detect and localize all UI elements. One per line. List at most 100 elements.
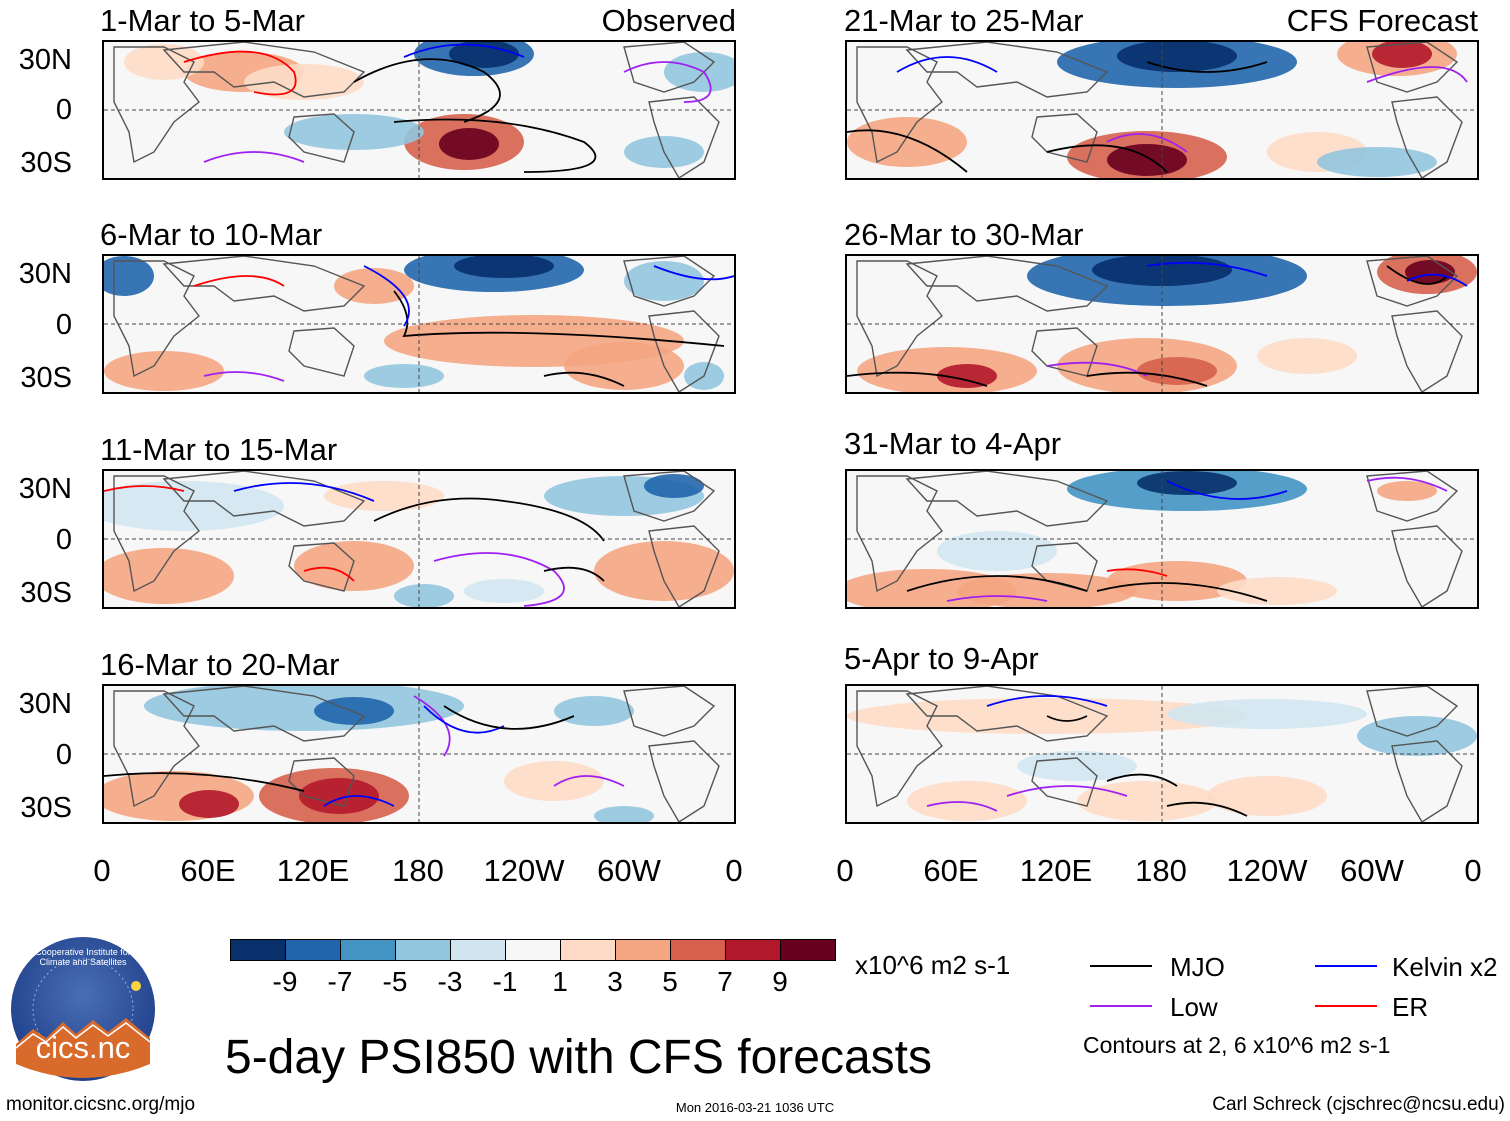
- anomaly-shading: [1317, 147, 1437, 177]
- coastline: [1366, 256, 1459, 307]
- coastline: [162, 42, 366, 98]
- panel-title-8: 5-Apr to 9-Apr: [844, 641, 1039, 676]
- coastline: [856, 690, 943, 808]
- coastline: [905, 42, 1109, 98]
- contour-kelvin: [323, 795, 395, 807]
- contour-kelvin: [403, 43, 525, 58]
- contour-mjo: [1146, 61, 1268, 73]
- legend-line-kelvin: [1315, 965, 1377, 967]
- anomaly-shading: [1372, 42, 1432, 68]
- contour-mjo: [393, 118, 597, 173]
- coastline: [113, 46, 200, 164]
- colorbar-tick-label: -1: [492, 966, 518, 997]
- legend-label-low: Low: [1170, 992, 1218, 1022]
- anomaly-shading: [1137, 357, 1217, 385]
- anomaly-shading: [504, 761, 604, 801]
- contour-er: [183, 50, 297, 96]
- coastline: [856, 260, 943, 378]
- contour-kelvin: [1166, 480, 1288, 500]
- contour-mjo: [1106, 773, 1178, 787]
- footer-url: monitor.cicsnc.org/mjo: [6, 1094, 196, 1115]
- panel-title-7: 31-Mar to 4-Apr: [844, 426, 1062, 461]
- coastline: [1391, 525, 1463, 607]
- coastline: [1366, 42, 1459, 93]
- lon-label: 60W: [597, 853, 661, 888]
- contour-er: [1106, 568, 1168, 577]
- colorbar-tick-label: 1: [552, 966, 568, 997]
- contour-low: [1006, 785, 1128, 797]
- contour-low: [1366, 66, 1468, 83]
- anomaly-shading: [394, 584, 454, 607]
- anomaly-shading: [624, 261, 704, 301]
- coastline: [288, 327, 355, 377]
- coastline: [1391, 740, 1463, 822]
- contour-mjo: [543, 566, 605, 582]
- colorbar-unit: x10^6 m2 s-1: [855, 950, 1011, 980]
- anomaly-shading: [1217, 577, 1337, 605]
- contour-low: [623, 61, 712, 103]
- lon-label: 0: [1464, 853, 1482, 888]
- contour-low: [553, 775, 625, 787]
- anomaly-shading: [1077, 781, 1217, 821]
- lat-label-30n: 30N: [18, 44, 72, 76]
- coastline: [288, 757, 355, 807]
- anomaly-shading: [594, 541, 734, 601]
- colorbar-tick-label: 5: [662, 966, 678, 997]
- map-panel: [845, 684, 1479, 824]
- contour-mjo: [906, 575, 1088, 592]
- anomaly-shading: [299, 778, 379, 814]
- coastline: [113, 475, 200, 593]
- lat-label-0: 0: [55, 739, 72, 771]
- lon-label: 0: [725, 853, 743, 888]
- lat-label-30s: 30S: [20, 577, 72, 609]
- anomaly-shading: [1377, 481, 1437, 501]
- coastline: [905, 256, 1109, 312]
- contour-low: [946, 595, 1048, 602]
- lon-label: 0: [836, 853, 854, 888]
- contour-mjo: [847, 129, 968, 173]
- map-panel: [102, 469, 736, 609]
- anomaly-shading: [104, 351, 224, 391]
- contour-mjo: [1046, 715, 1088, 722]
- anomaly-shading: [454, 256, 554, 278]
- anomaly-shading: [1137, 471, 1237, 495]
- coastline: [623, 686, 716, 737]
- coastline: [288, 542, 355, 592]
- contour-kelvin: [896, 56, 998, 73]
- anomaly-shading: [957, 573, 1137, 607]
- contour-low: [1366, 476, 1448, 492]
- main-title: 5-day PSI850 with CFS forecasts: [225, 1031, 932, 1084]
- contour-mjo: [1046, 144, 1168, 173]
- coastline: [113, 690, 200, 808]
- contour-mjo: [1386, 265, 1448, 285]
- panel-title-6: 26-Mar to 30-Mar: [844, 217, 1084, 252]
- contour-mjo: [1096, 582, 1268, 602]
- logo-text: cics.nc: [35, 1030, 131, 1065]
- anomaly-shading: [439, 128, 499, 160]
- contour-kelvin: [363, 265, 410, 327]
- coastline: [1031, 757, 1098, 807]
- anomaly-shading: [104, 481, 284, 531]
- colorbar-swatch: [615, 939, 671, 961]
- coastline: [648, 740, 720, 822]
- legend-label-kelvin: Kelvin x2: [1392, 952, 1498, 982]
- colorbar-tick-label: 3: [607, 966, 623, 997]
- footer-timestamp: Mon 2016-03-21 1036 UTC: [675, 1100, 835, 1115]
- anomaly-shading: [1017, 751, 1137, 781]
- anomaly-shading: [594, 806, 654, 822]
- colorbar-swatch: [340, 939, 396, 961]
- coastline: [1366, 471, 1459, 522]
- lon-label: 180: [1135, 853, 1187, 888]
- contours-note: Contours at 2, 6 x10^6 m2 s-1: [1083, 1032, 1391, 1058]
- coastline: [162, 471, 366, 527]
- coastline: [1031, 113, 1098, 163]
- panel-tag-observed: Observed: [601, 3, 736, 38]
- lon-label: 120W: [1226, 853, 1308, 888]
- anomaly-shading: [364, 364, 444, 388]
- contour-mjo: [543, 371, 625, 387]
- contour-kelvin: [1146, 261, 1268, 277]
- lon-label: 60E: [180, 853, 236, 888]
- contour-er: [193, 275, 285, 287]
- map-panel: [102, 40, 736, 180]
- anomaly-shading: [1107, 144, 1187, 176]
